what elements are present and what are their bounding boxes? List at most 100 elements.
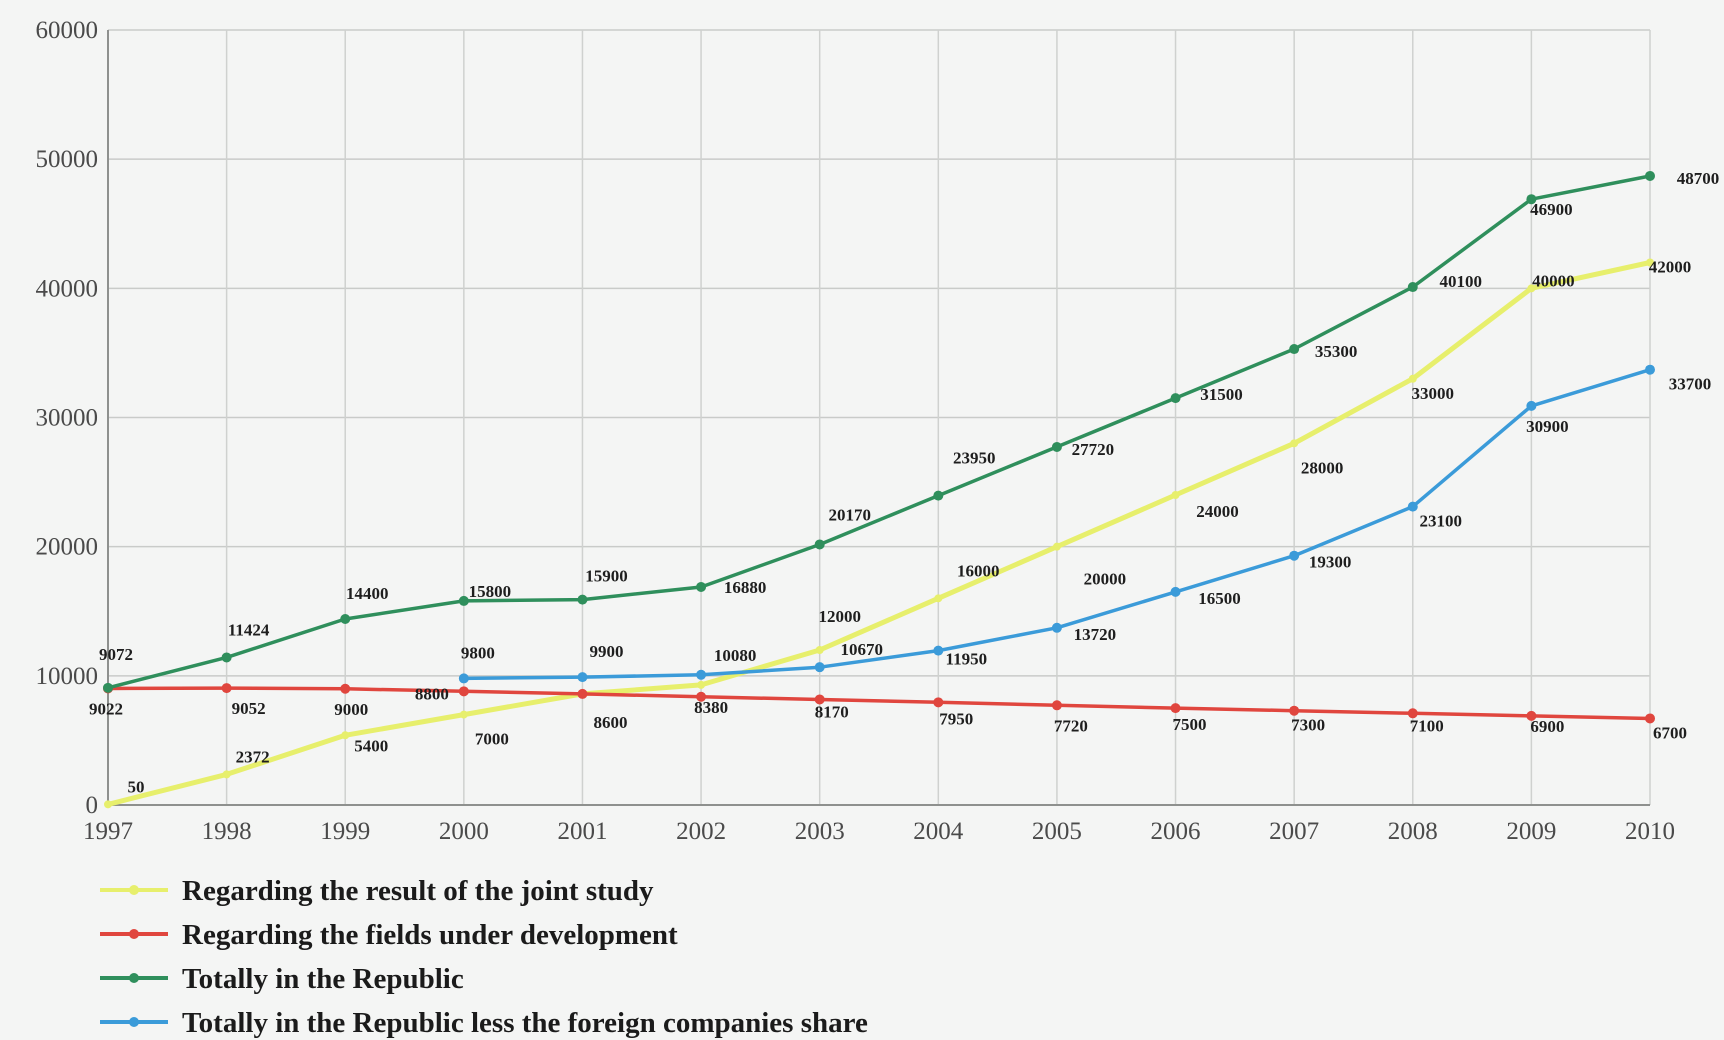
- data-point: [222, 770, 231, 779]
- data-point: [1408, 374, 1417, 383]
- data-label: 11424: [228, 620, 270, 639]
- series-line-1: [105, 260, 1653, 807]
- data-point: [577, 688, 588, 699]
- series-line-3: [106, 174, 1652, 690]
- data-label: 11950: [946, 650, 988, 669]
- data-label: 40000: [1532, 271, 1575, 290]
- data-point: [1526, 194, 1537, 205]
- legend: Regarding the result of the joint study R…: [100, 875, 868, 1039]
- data-point: [1407, 282, 1418, 293]
- data-label: 9072: [99, 645, 133, 664]
- data-point: [1051, 441, 1062, 452]
- x-tick-label: 2003: [795, 818, 845, 845]
- data-point: [1526, 400, 1537, 411]
- data-point: [1171, 491, 1180, 499]
- data-label: 8380: [694, 698, 728, 717]
- data-point: [221, 683, 232, 694]
- data-point: [340, 614, 351, 624]
- x-tick-label: 2005: [1032, 818, 1082, 845]
- legend-marker: [129, 1017, 139, 1027]
- data-label: 33700: [1669, 375, 1712, 394]
- data-label: 5400: [354, 736, 388, 755]
- data-label: 10670: [840, 640, 883, 659]
- data-point: [1290, 439, 1299, 448]
- data-label: 23100: [1420, 512, 1463, 531]
- y-tick-label: 10000: [36, 663, 99, 690]
- data-point: [933, 645, 944, 656]
- data-label: 8170: [815, 702, 849, 721]
- data-point: [458, 595, 469, 606]
- data-label: 7300: [1291, 716, 1325, 735]
- legend-label: Regarding the fields under development: [182, 919, 678, 951]
- data-label: 10080: [714, 646, 757, 665]
- data-point: [459, 710, 468, 719]
- data-label: 9800: [461, 643, 495, 662]
- y-tick-label: 60000: [36, 17, 99, 44]
- y-axis-ticks: 0 10000 20000 30000 40000 50000 60000: [36, 17, 99, 819]
- data-label: 20000: [1084, 570, 1127, 589]
- data-point: [815, 646, 824, 654]
- data-label: 7950: [939, 709, 973, 728]
- data-point: [1645, 170, 1655, 181]
- legend-label: Totally in the Republic: [182, 963, 464, 995]
- data-point: [1289, 344, 1300, 355]
- data-point: [1170, 703, 1181, 714]
- x-tick-label: 1999: [320, 818, 370, 845]
- data-label: 9900: [589, 642, 623, 661]
- data-point: [934, 594, 943, 603]
- data-point: [104, 800, 112, 809]
- data-point: [577, 672, 588, 683]
- x-tick-label: 2006: [1151, 818, 1201, 845]
- data-label: 30900: [1526, 417, 1569, 436]
- data-label: 16500: [1198, 589, 1241, 608]
- data-label: 7720: [1054, 716, 1088, 735]
- data-label: 46900: [1530, 200, 1573, 219]
- data-label: 15900: [585, 567, 628, 586]
- x-tick-label: 2007: [1269, 818, 1319, 845]
- data-label: 9000: [334, 700, 368, 719]
- data-label: 7000: [475, 730, 509, 749]
- data-label: 16000: [957, 561, 1000, 580]
- data-point: [340, 683, 351, 694]
- gridlines: [107, 29, 1651, 806]
- x-tick-label: 2009: [1506, 818, 1556, 845]
- data-point: [696, 669, 707, 680]
- data-label: 8600: [593, 713, 627, 732]
- data-point: [814, 539, 825, 550]
- x-tick-label: 2010: [1625, 818, 1675, 845]
- legend-label: Regarding the result of the joint study: [182, 875, 654, 907]
- series-points: [103, 170, 1655, 809]
- data-label: 23950: [953, 449, 996, 468]
- data-point: [1170, 393, 1181, 404]
- y-tick-label: 40000: [36, 275, 99, 302]
- data-label: 20170: [828, 505, 871, 524]
- data-point: [933, 697, 944, 708]
- legend-marker: [129, 929, 139, 939]
- series-line-2: [106, 686, 1652, 721]
- data-label: 40100: [1440, 272, 1483, 291]
- data-point: [1052, 542, 1061, 551]
- data-label: 16880: [724, 578, 767, 597]
- data-label: 19300: [1309, 553, 1352, 572]
- y-tick-label: 50000: [36, 146, 99, 173]
- legend-label: Totally in the Republic less the foreign…: [182, 1007, 868, 1039]
- data-label: 48700: [1677, 169, 1720, 188]
- x-axis-ticks: 1997 1998 1999 2000 2001 2002 2003 2004 2005 2006…: [83, 818, 1675, 845]
- data-label: 7100: [1410, 716, 1444, 735]
- data-point: [1526, 710, 1537, 721]
- data-point: [1170, 586, 1181, 597]
- y-tick-label: 0: [86, 792, 99, 819]
- data-point: [1645, 713, 1655, 724]
- data-label: 7500: [1173, 715, 1207, 734]
- legend-marker: [129, 973, 139, 983]
- data-point: [221, 652, 232, 663]
- data-point: [458, 686, 469, 697]
- data-label: 8800: [415, 684, 449, 703]
- data-label: 33000: [1412, 384, 1455, 403]
- data-point: [1646, 258, 1654, 267]
- axes: [107, 30, 1650, 806]
- data-label: 9052: [232, 699, 266, 718]
- data-label: 15800: [469, 582, 512, 601]
- data-label: 6900: [1530, 717, 1564, 736]
- data-label: 9022: [89, 699, 123, 718]
